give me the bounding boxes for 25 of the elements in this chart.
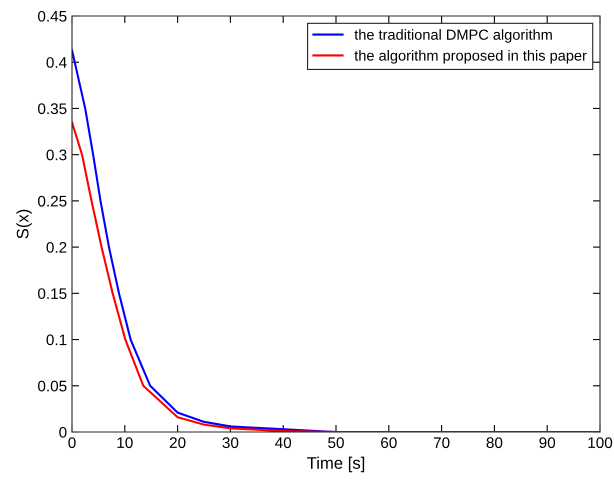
y-tick-label: 0.3: [46, 150, 66, 160]
y-tick-label: 0.1: [46, 334, 66, 346]
x-tick-label: 70: [434, 437, 450, 448]
y-tick-label: 0.35: [38, 103, 66, 114]
y-tick-label: 0.45: [38, 10, 66, 22]
y-tick-label: 0.2: [46, 242, 66, 253]
x-tick-label: 90: [539, 437, 556, 448]
x-tick-label: 10: [117, 437, 133, 448]
x-tick-label: 20: [170, 437, 186, 448]
y-axis-title: S(x): [16, 210, 32, 239]
y-tick-label: 0: [59, 426, 67, 438]
y-tick-label: 0.25: [38, 196, 66, 207]
y-tick-label: 0.15: [38, 288, 66, 300]
x-tick-label: 0: [68, 437, 76, 448]
x-axis-title: Time [s]: [307, 456, 364, 472]
legend-label: the traditional DMPC algorithm: [354, 29, 552, 43]
x-tick-label: 100: [588, 437, 612, 448]
y-tick-label: 0.4: [46, 57, 67, 68]
x-tick-label: 80: [486, 437, 502, 448]
x-tick-label: 30: [222, 437, 238, 448]
x-tick-label: 60: [381, 437, 397, 448]
legend-label: the algorithm proposed in this paper: [354, 50, 587, 64]
x-tick-label: 40: [275, 437, 292, 448]
y-tick-label: 0.05: [38, 380, 66, 392]
x-tick-label: 50: [328, 437, 344, 448]
